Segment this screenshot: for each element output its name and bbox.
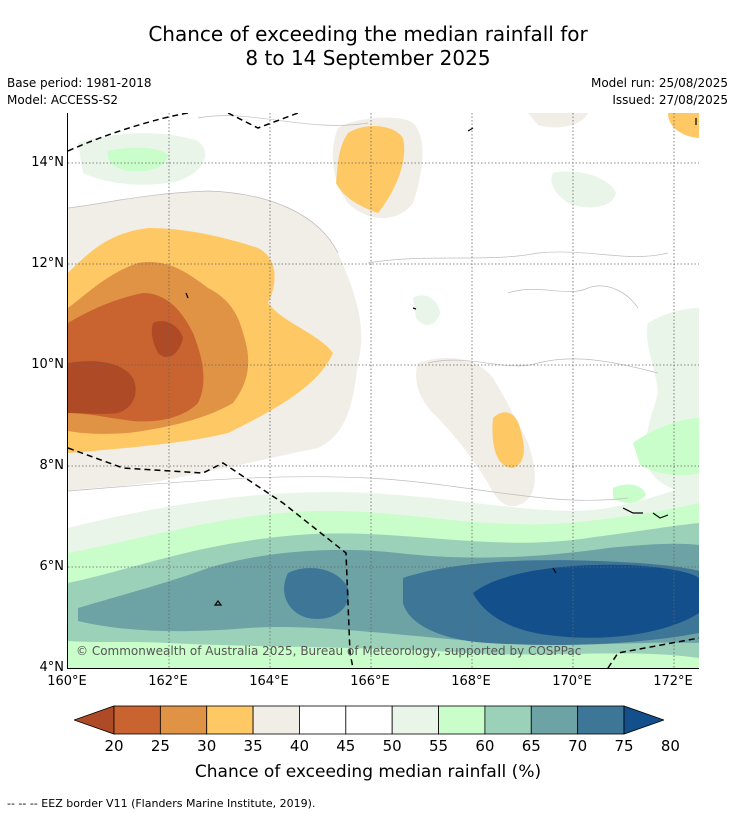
- band-60-65-nw: [107, 147, 168, 172]
- lon-label-162e: 162°E: [148, 674, 188, 689]
- band-40-45-ne: [528, 113, 588, 128]
- colorbar-cell: [438, 705, 486, 735]
- lat-label-14n: 14°N: [31, 155, 64, 170]
- colorbar-cell: [391, 705, 439, 735]
- lon-label-166e: 166°E: [350, 674, 390, 689]
- band-35-40-ne: [668, 113, 699, 138]
- colorbar-cell: [299, 705, 347, 735]
- map-title: Chance of exceeding the median rainfall …: [0, 22, 736, 70]
- meta-right: Model run: 25/08/2025 Issued: 27/08/2025: [591, 75, 728, 109]
- gridlines: [68, 113, 699, 668]
- lat-label-10n: 10°N: [31, 357, 64, 372]
- colorbar-tick-label: 65: [521, 737, 541, 755]
- colorbar-cell: [577, 705, 625, 735]
- model-run: Model run: 25/08/2025: [590, 76, 728, 90]
- colorbar: [74, 705, 664, 735]
- colorbar-tick-label: 40: [289, 737, 309, 755]
- colorbar-cell: [159, 705, 208, 735]
- lat-label-8n: 8°N: [39, 458, 65, 473]
- colorbar-cell: [484, 705, 532, 735]
- blob-80-west: [284, 568, 349, 619]
- lon-label-160e: 160°E: [47, 674, 87, 689]
- base-period: Base period: 1981-2018: [7, 76, 152, 90]
- meta-left: Base period: 1981-2018 Model: ACCESS-S2: [7, 75, 152, 109]
- copyright-notice: © Commonwealth of Australia 2025, Bureau…: [76, 644, 582, 658]
- colorbar-label: Chance of exceeding median rainfall (%): [194, 762, 542, 782]
- colorbar-cell: [252, 705, 300, 735]
- colorbar-tick-label: 55: [428, 737, 449, 755]
- colorbar-tick-label: 70: [568, 737, 588, 755]
- colorbar-cell: [345, 705, 393, 735]
- band-80-plus: [473, 564, 699, 638]
- colorbar-tick-label: 25: [150, 737, 170, 755]
- lat-label-12n: 12°N: [31, 256, 64, 271]
- lon-label-170e: 170°E: [552, 674, 592, 689]
- lon-label-168e: 168°E: [451, 674, 491, 689]
- colorbar-tick-label: 80: [660, 737, 680, 755]
- lon-label-164e: 164°E: [249, 674, 289, 689]
- colorbar-tick-label: 20: [104, 737, 124, 755]
- eez-footnote: -- -- -- EEZ border V11 (Flanders Marine…: [7, 797, 316, 810]
- colorbar-tick-label: 35: [243, 737, 263, 755]
- band-60-65-east: [633, 418, 699, 476]
- forecast-map: © Commonwealth of Australia 2025, Bureau…: [67, 113, 699, 669]
- band-60-65-mid: [613, 484, 646, 503]
- lat-label-4n: 4°N: [39, 660, 65, 675]
- title-line-1: Chance of exceeding the median rainfall …: [148, 22, 588, 46]
- colorbar-extend-low: [74, 705, 115, 735]
- colorbar-tick-label: 60: [475, 737, 495, 755]
- issued-date: Issued: 27/08/2025: [612, 93, 728, 107]
- colorbar-cell: [206, 705, 254, 735]
- eez-border: [68, 113, 699, 668]
- band-35-40-north: [336, 126, 405, 213]
- model-name: Model: ACCESS-S2: [7, 93, 119, 107]
- colorbar-cell: [530, 705, 579, 735]
- islands: [185, 118, 697, 606]
- contour-field: [68, 113, 699, 668]
- colorbar-tick-label: 30: [197, 737, 217, 755]
- band-20-25: [68, 361, 136, 414]
- colorbar-tick-label: 50: [382, 737, 402, 755]
- band-20-25-inner: [151, 321, 183, 358]
- band-40-45-east: [416, 358, 535, 507]
- band-55-60-mid: [413, 295, 440, 325]
- band-35-40-east: [492, 412, 524, 468]
- title-line-2: 8 to 14 September 2025: [245, 46, 491, 70]
- colorbar-cell: [113, 705, 161, 735]
- colorbar-tick-label: 45: [336, 737, 356, 755]
- lon-label-172e: 172°E: [653, 674, 693, 689]
- colorbar-extend-high: [623, 705, 664, 735]
- band-55-60-ne: [551, 171, 616, 208]
- lat-label-6n: 6°N: [39, 559, 65, 574]
- colorbar-tick-label: 75: [614, 737, 634, 755]
